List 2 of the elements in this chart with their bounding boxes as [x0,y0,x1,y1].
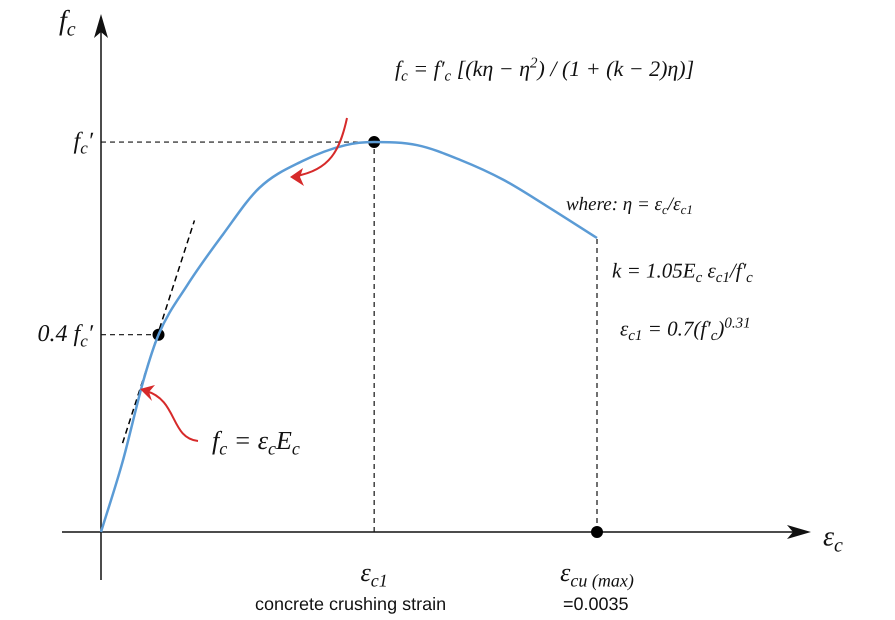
text: =0.0035 [563,594,629,614]
text: concrete crushing strain [255,594,446,614]
